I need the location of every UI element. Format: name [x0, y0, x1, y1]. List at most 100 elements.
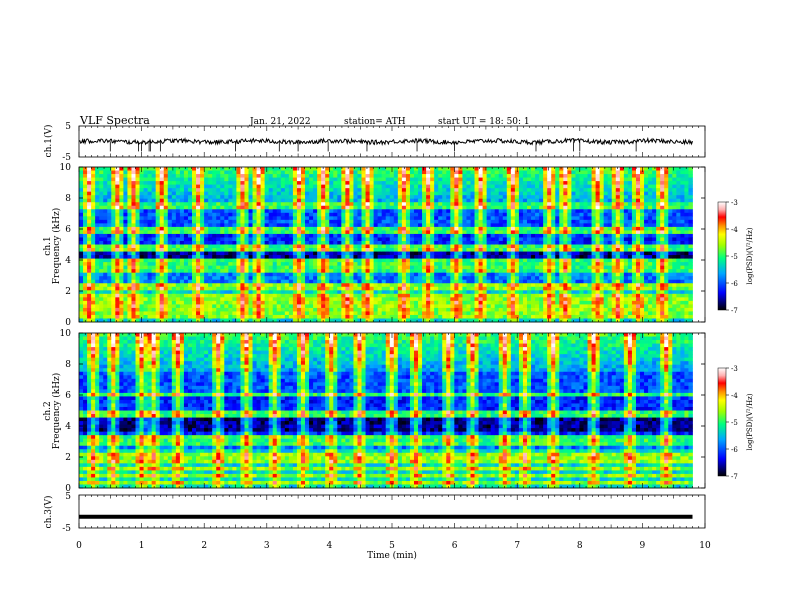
ch1-spectrogram-cell [300, 233, 306, 238]
ch1-spectrogram-cell [317, 219, 322, 224]
ch1-spectrogram-cell [115, 307, 120, 312]
ch1-spectrogram-cell [187, 195, 193, 200]
ch1-spectrogram-cell [139, 304, 144, 309]
ch1-spectrogram-cell [175, 279, 181, 284]
ch1-spectrogram-cell [131, 300, 136, 305]
ch1-spectrogram-cell [413, 212, 419, 217]
ch1-spectrogram-cell [458, 202, 463, 207]
ch1-spectrogram-cell [498, 318, 504, 323]
ch1-spectrogram-cell [446, 255, 451, 259]
ch1-spectrogram-cell [305, 184, 310, 189]
ch1-spectrogram-cell [369, 219, 375, 224]
ch1-spectrogram-cell [264, 307, 270, 312]
ch1-spectrogram-cell [426, 262, 431, 267]
ch1-spectrogram-cell [527, 286, 532, 291]
ch1-spectrogram-cell [518, 223, 524, 228]
ch1-spectrogram-cell [95, 248, 100, 252]
ch1-spectrogram-cell [321, 248, 326, 252]
ch1-spectrogram-cell [288, 248, 294, 252]
ch1-spectrogram-cell [280, 293, 286, 298]
ch1-spectrogram-cell [276, 283, 282, 288]
ch1-spectrogram-cell [470, 283, 475, 288]
ch1-spectrogram-cell [434, 314, 439, 319]
ch1-spectrogram-cell [401, 269, 407, 274]
ch1-spectrogram-cell [171, 167, 177, 171]
ch1-spectrogram-cell [373, 304, 379, 309]
ch1-spectrogram-cell [228, 307, 233, 312]
ch1-spectrogram-cell [248, 233, 253, 238]
ch1-spectrogram-cell [224, 318, 229, 323]
ch1-spectrogram-cell [107, 276, 112, 281]
ch1-spectrogram-cell [127, 279, 132, 284]
ch1-spectrogram-cell [296, 269, 302, 274]
ch1-spectrogram-cell [187, 230, 193, 235]
ch1-spectrogram-cell [139, 188, 144, 193]
ch1-spectrogram-cell [79, 233, 84, 238]
ch1-spectrogram-cell [490, 174, 496, 178]
ch1-spectrogram-cell [220, 216, 225, 221]
ch1-spectrogram-cell [115, 223, 120, 228]
ch1-spectrogram-cell [83, 240, 88, 245]
ch1-spectrogram-cell [337, 258, 342, 263]
ch1-spectrogram-cell [280, 188, 286, 193]
ch1-spectrogram-cell [486, 174, 492, 178]
ch1-spectrogram-cell [95, 202, 100, 207]
ch1-spectrogram-cell [397, 177, 403, 182]
ch1-spectrogram-cell [478, 283, 484, 288]
ch1-spectrogram-cell [446, 293, 451, 298]
ch1-spectrogram-cell [365, 237, 370, 242]
ch1-spectrogram-cell [220, 244, 225, 249]
ch1-spectrogram-cell [288, 244, 294, 249]
ch1-spectrogram-cell [284, 233, 290, 238]
ch1-spectrogram-cell [514, 233, 520, 238]
ch1-spectrogram-cell [430, 318, 435, 323]
ch1-spectrogram-cell [236, 205, 241, 210]
ch1-spectrogram-cell [159, 283, 165, 288]
ch1-spectrogram-cell [151, 233, 157, 238]
ch1-spectrogram-cell [300, 318, 306, 323]
ch1-spectrogram-cell [192, 209, 197, 214]
ch1-spectrogram-cell [220, 202, 225, 207]
ch1-spectrogram-cell [474, 304, 479, 309]
ch1-spectrogram-cell [373, 251, 379, 256]
ch1-spectrogram-cell [470, 248, 475, 252]
ch1-spectrogram-cell [365, 304, 370, 309]
ch1-spectrogram-cell [510, 167, 516, 171]
ch1-spectrogram-cell [305, 251, 310, 256]
ch1-spectrogram-cell [329, 279, 334, 284]
ch1-spectrogram-cell [502, 286, 508, 291]
ch1-spectrogram-cell [95, 205, 100, 210]
ch1-spectrogram-cell [333, 191, 338, 196]
ch1-spectrogram-cell [276, 311, 282, 316]
ch1-spectrogram-cell [175, 219, 181, 224]
ch1-spectrogram-cell [401, 233, 407, 238]
ch1-spectrogram-cell [147, 248, 153, 252]
ch1-spectrogram-cell [155, 262, 161, 267]
ch1-spectrogram-cell [236, 279, 241, 284]
ch1-spectrogram-cell [179, 219, 185, 224]
ch1-spectrogram-cell [232, 248, 237, 252]
ch1-spectrogram-cell [462, 170, 467, 175]
ch1-spectrogram-cell [325, 293, 330, 298]
ch1-spectrogram-cell [337, 223, 342, 228]
ch1-spectrogram-cell [131, 251, 136, 256]
ch1-spectrogram-cell [135, 188, 140, 193]
ch1-spectrogram-cell [313, 269, 318, 274]
ch1-spectrogram-cell [179, 251, 185, 256]
ch1-spectrogram-cell [325, 230, 330, 235]
ch1-spectrogram-cell [345, 269, 350, 274]
ch1-spectrogram-cell [300, 314, 306, 319]
ch1-spectrogram-cell [486, 244, 492, 249]
ch1-spectrogram-cell [506, 237, 512, 242]
ch1-spectrogram-cell [208, 233, 213, 238]
ch1-spectrogram-cell [466, 283, 471, 288]
ch1-spectrogram-cell [135, 244, 140, 249]
ch1-spectrogram-cell [244, 174, 249, 178]
ch1-spectrogram-cell [462, 283, 467, 288]
ch1-spectrogram-cell [127, 244, 132, 249]
ch1-spectrogram-cell [296, 174, 302, 178]
ch1-spectrogram-cell [345, 300, 350, 305]
ch1-spectrogram-cell [236, 198, 241, 203]
ch1-spectrogram-cell [510, 248, 516, 252]
